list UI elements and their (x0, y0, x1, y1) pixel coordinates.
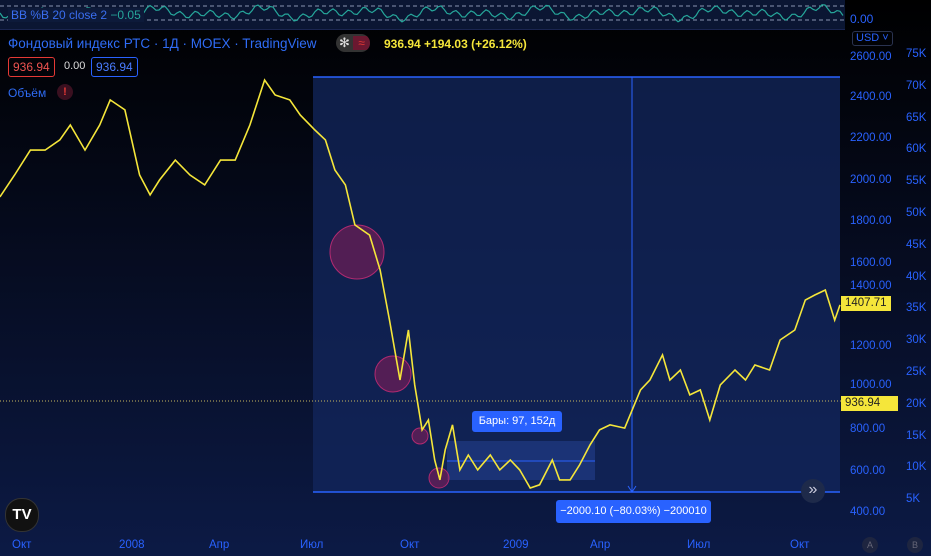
arrow-down-icon (627, 485, 637, 493)
scale-b-button[interactable]: B (907, 537, 923, 553)
volume-tick: 55K (906, 175, 927, 188)
volume-tick: 25K (906, 366, 927, 378)
price-tick: 400.00 (850, 506, 886, 518)
volume-tick: 65K (906, 111, 927, 124)
volume-tick: 45K (906, 238, 927, 251)
time-tick: Июл (687, 539, 711, 551)
warning-icon[interactable]: ! (57, 84, 73, 100)
scroll-to-latest-button[interactable]: » (801, 479, 825, 503)
price-tick: 800.00 (850, 423, 886, 435)
auto-scale-button[interactable]: A (862, 537, 878, 553)
volume-tick: 50K (906, 207, 927, 219)
volume-tick: 30K (906, 334, 927, 347)
buy-price-box[interactable]: 936.94 (91, 57, 138, 77)
time-tick: Апр (209, 539, 230, 551)
price-line (0, 78, 841, 489)
volume-tick: 15K (906, 429, 927, 442)
time-tick: Окт (790, 539, 810, 551)
price-tick: 2200.00 (850, 132, 892, 144)
spread-value: 0.00 (64, 60, 86, 72)
price-tick: 1400.00 (850, 280, 892, 292)
currency-select[interactable]: USD ˅ (852, 31, 893, 46)
volume-tick: 35K (906, 302, 927, 315)
signal-circle[interactable] (329, 224, 385, 280)
indicator-name: BB %B 20 close 2 (11, 8, 108, 22)
indicator-value: −0.05 (110, 8, 141, 22)
status-icons[interactable]: ✻ ≈ (336, 34, 370, 52)
volume-tick: 20K (906, 397, 927, 410)
approx-icon: ≈ (353, 36, 370, 50)
volume-tick: 10K (906, 461, 927, 474)
price-change-label: −2000.10 (−80.03%) −200010 (556, 500, 711, 523)
price-tick: 1200.00 (850, 340, 892, 352)
chevron-down-icon: ˅ (879, 32, 889, 44)
last-price-tag: 1407.71 (841, 296, 891, 311)
volume-tick: 75K (906, 48, 927, 60)
time-tick: 2008 (119, 539, 145, 551)
time-tick: Июл (300, 539, 324, 551)
price-tick: 2600.00 (850, 51, 892, 63)
main-chart[interactable] (0, 30, 845, 530)
bars-count-label: Бары: 97, 152д (472, 411, 562, 432)
measure-box[interactable] (313, 77, 840, 492)
volume-tick: 70K (906, 79, 927, 92)
currency-label: USD (856, 32, 880, 44)
time-tick: Окт (400, 539, 420, 551)
price-tick: 2000.00 (850, 174, 892, 186)
ref-price-tag: 936.94 (841, 396, 898, 411)
volume-tick: 40K (906, 270, 927, 283)
quote-change: 936.94 +194.03 (+26.12%) (384, 37, 527, 51)
price-tick: 2400.00 (850, 91, 892, 103)
price-tick: 600.00 (850, 465, 886, 477)
time-tick: 2009 (503, 539, 529, 551)
time-tick: Окт (12, 539, 32, 551)
volume-legend[interactable]: Объём (8, 86, 47, 100)
asterisk-icon: ✻ (339, 35, 350, 50)
signal-circle[interactable] (411, 427, 429, 445)
tradingview-logo[interactable]: TV (5, 498, 39, 532)
price-tick: 1000.00 (850, 379, 892, 391)
volume-tick: 5K (906, 493, 921, 506)
indicator-legend[interactable]: BB %B 20 close 2 −0.05 (8, 8, 144, 22)
price-tick: 1600.00 (850, 257, 892, 269)
volume-tick: 60K (906, 143, 927, 156)
signal-circle[interactable] (374, 355, 412, 393)
time-tick: Апр (590, 539, 611, 551)
sell-price-box[interactable]: 936.94 (8, 57, 55, 77)
indicator-scale-zero: 0.00 (850, 12, 874, 26)
symbol-title[interactable]: Фондовый индекс РТС · 1Д · MOEX · Tradin… (8, 36, 317, 51)
price-tick: 1800.00 (850, 215, 892, 227)
